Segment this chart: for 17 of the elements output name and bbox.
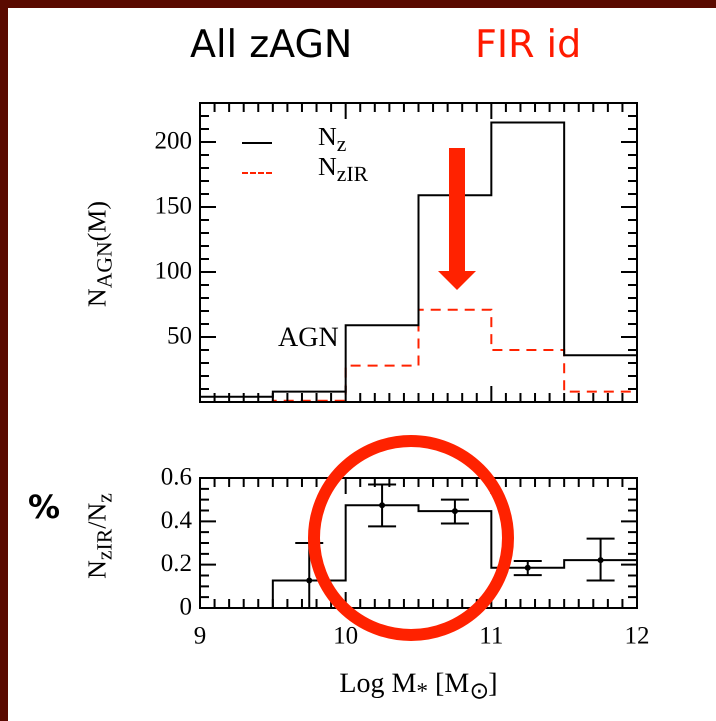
y-tick-label: 0.4 (160, 506, 192, 534)
y-tick-label: 150 (154, 192, 192, 220)
text: % (28, 488, 60, 526)
y-tick-label: 0 (180, 594, 192, 621)
chart-title: All zAGN (190, 22, 352, 66)
x-tick-label: 9 (194, 622, 206, 650)
y-tick-label: 50 (167, 322, 192, 350)
y-tick-label: 0.6 (160, 464, 192, 491)
x-tick-label: 10 (333, 622, 358, 650)
y-tick-label: 0.2 (160, 550, 192, 578)
y-tick-label: 200 (154, 128, 192, 155)
x-tick-label: 11 (479, 622, 504, 650)
x-tick-label: 12 (624, 622, 650, 650)
x-axis-title: Log M$_{*}$ [M$_{⊙}$] (339, 668, 498, 706)
chart-subtitle: FIR id (475, 22, 582, 66)
annotation: AGN (278, 322, 339, 354)
y-tick-label: 100 (154, 258, 192, 285)
